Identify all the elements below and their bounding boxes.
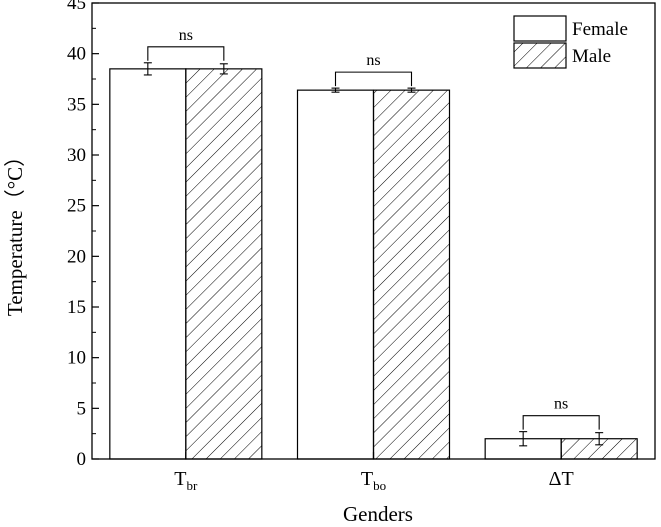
- error-bar: [143, 62, 152, 76]
- legend: Female Male: [513, 15, 628, 69]
- y-axis-title: Temperature（°C）: [3, 146, 27, 316]
- bar-male: [185, 68, 263, 460]
- ns-label: ns: [554, 396, 568, 413]
- y-tick-label: 0: [77, 449, 87, 470]
- legend-swatch: [513, 42, 567, 69]
- y-tick-label: 20: [67, 246, 86, 267]
- y-tick-label: 40: [67, 44, 86, 65]
- legend-item: Male: [513, 42, 611, 69]
- x-tick-label: ΔT: [549, 468, 574, 490]
- y-tick-label: 5: [77, 398, 87, 419]
- error-bar: [407, 87, 416, 93]
- legend-swatch: [513, 15, 567, 42]
- y-tick-label: 10: [67, 348, 86, 369]
- x-tick-label: Tbo: [361, 468, 386, 493]
- legend-label: Female: [572, 19, 628, 40]
- y-tick-label: 45: [67, 0, 86, 14]
- error-bar: [219, 63, 228, 75]
- ns-label: ns: [179, 27, 193, 44]
- y-tick-label: 25: [67, 196, 86, 217]
- error-bar: [595, 432, 604, 446]
- legend-label: Male: [572, 46, 611, 67]
- legend-item: Female: [513, 15, 628, 42]
- bar-female: [296, 89, 375, 460]
- ns-label: ns: [366, 52, 380, 69]
- bar-female: [109, 68, 187, 460]
- x-axis-title: Genders: [343, 502, 413, 526]
- y-tick-label: 35: [67, 94, 86, 115]
- significance-bracket: [334, 71, 413, 87]
- x-tick-label: Tbr: [174, 468, 198, 493]
- y-tick-label: 30: [67, 145, 86, 166]
- y-tick-label: 15: [67, 297, 86, 318]
- significance-bracket: [522, 415, 600, 430]
- bar-male: [372, 89, 451, 460]
- error-bar: [331, 87, 340, 93]
- significance-bracket: [147, 46, 225, 61]
- error-bar: [519, 431, 528, 447]
